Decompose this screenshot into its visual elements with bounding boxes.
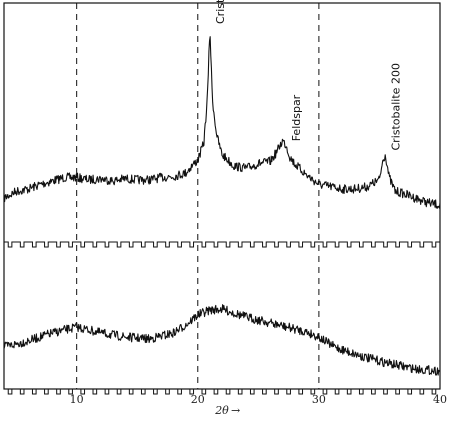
x-axis-arrow: → [231, 404, 240, 417]
series-group [3, 36, 441, 376]
series-line-top-0 [3, 36, 441, 209]
peak-annotations: Cristobalite 101 Feldspar Cristobalite 200 [214, 0, 403, 151]
separator-bottom [4, 388, 440, 395]
panel-separators [4, 241, 440, 395]
x-tick-label-20: 20 [191, 393, 205, 406]
x-tick-label-30: 30 [312, 393, 326, 406]
annotation-3: Cristobalite 200 [390, 63, 403, 150]
x-tick-label-40: 40 [433, 393, 447, 406]
x-axis-title: 2θ [214, 404, 229, 417]
annotation-1: Cristobalite 101 [214, 0, 227, 24]
x-tick-labels: 10 20 30 40 [70, 393, 447, 406]
x-tick-label-10: 10 [70, 393, 84, 406]
separator-top [4, 241, 440, 248]
annotation-2: Feldspar [290, 94, 303, 141]
series-line-bottom-0 [3, 304, 441, 376]
